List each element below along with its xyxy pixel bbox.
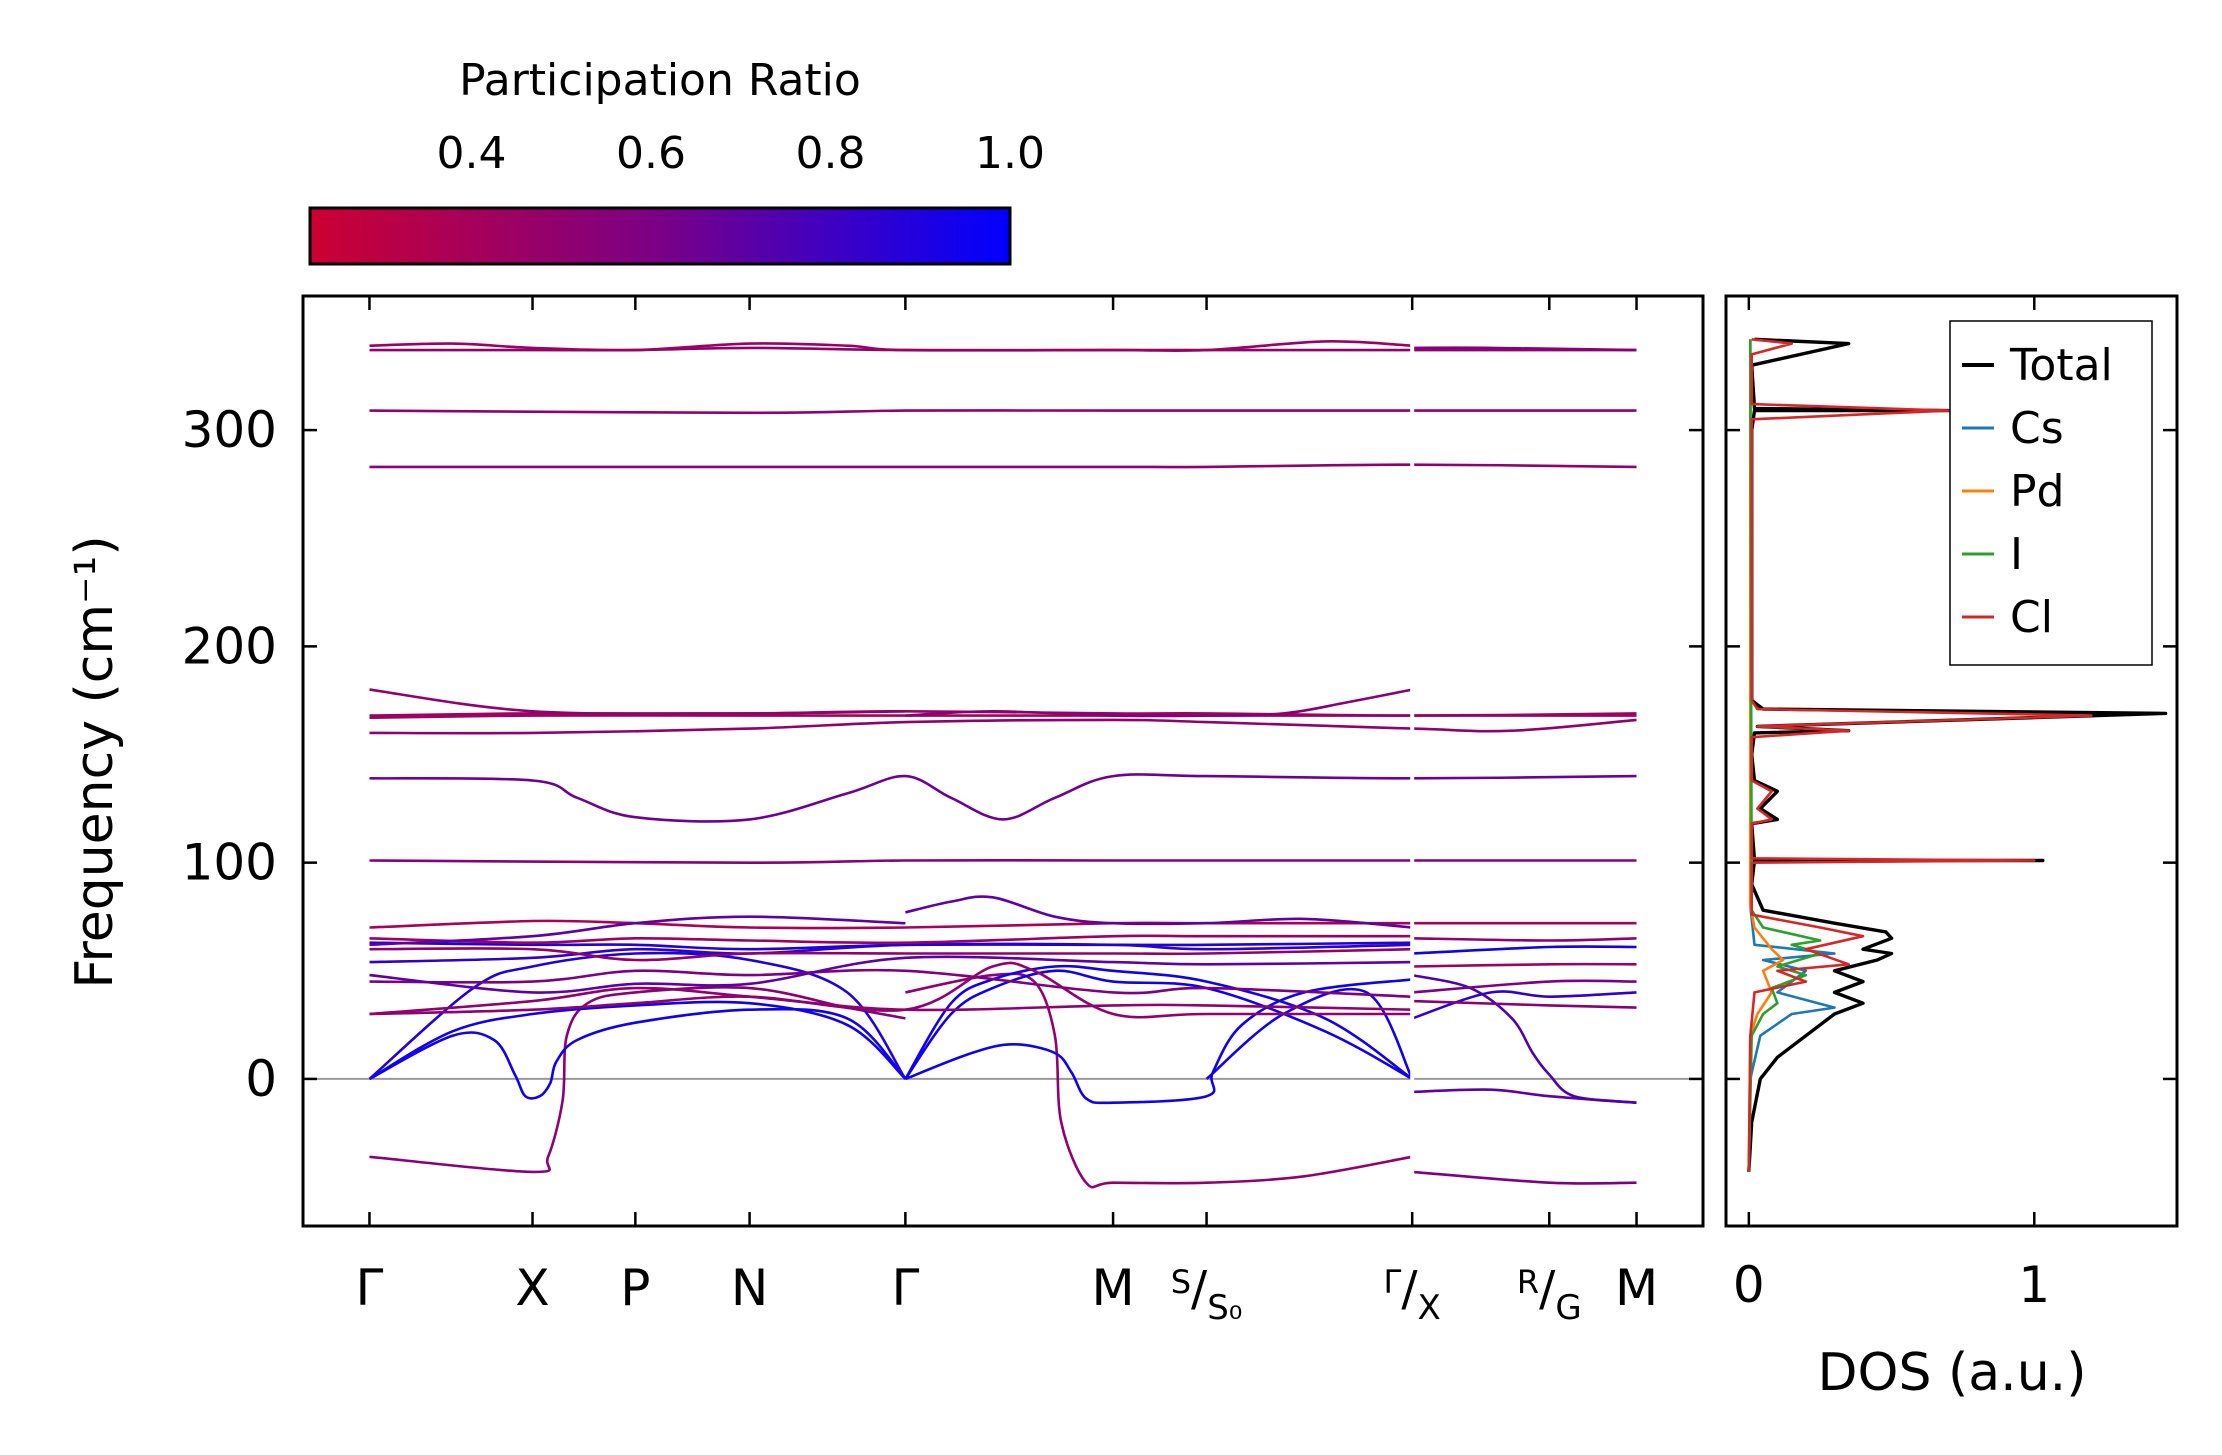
band-band-340 [369,340,1413,353]
band-band-283 [369,463,1637,469]
band-band-140 [369,773,1637,823]
band-band-low-45 [369,968,1413,998]
y-tick-label: 100 [182,834,277,892]
band-band-309 [369,409,1637,415]
colorbar [308,206,1012,266]
band-band-low-63 [369,941,1413,951]
band-band-161 [369,718,1637,735]
kpoint-label: X [515,1259,549,1317]
kpoint-label: M [1092,1259,1135,1317]
band-band-neg-b [905,972,1413,1189]
band-band-rg-3 [1411,990,1637,1020]
band-band-low-75 [369,915,906,947]
band-acoustic-gm-2 [904,969,1413,1081]
legend-label: Cs [2010,403,2064,454]
kpoint-label: P [620,1259,650,1317]
dos-x-tick-label: 1 [2018,1256,2050,1314]
dos-plot-frame [1724,294,2179,1228]
y-axis-label-text: Frequency (cm⁻¹) [65,535,125,988]
y-axis-label: Frequency (cm⁻¹) [65,535,125,988]
band-band-341b [1412,346,1637,352]
y-tick-label: 300 [182,401,277,459]
band-lines [303,296,1703,1226]
dos-legend: Total Cs Pd I Cl [1949,320,2153,666]
y-tick-label: 200 [182,617,277,675]
kpoint-label: N [731,1259,768,1317]
band-acoustic-3 [368,951,907,1080]
kpoint-label: S/S₀ [1171,1261,1243,1328]
dos-x-tick-label: 0 [1733,1256,1765,1314]
kpoint-label: Γ/X [1384,1261,1441,1328]
band-acoustic-sx-1 [1205,987,1414,1080]
band-acoustic-2 [368,1000,907,1081]
band-band-low-65 [369,934,1413,945]
dos-lines [1747,337,2168,1172]
band-band-low-60 [369,947,1413,962]
legend-label: Total [2009,340,2113,391]
band-band-rg-5 [1412,979,1637,994]
colorbar-label: Participation Ratio [459,55,861,106]
band-band-neg-c [1412,1170,1637,1185]
kpoint-label: Γ [891,1259,919,1317]
band-band-180 [369,688,906,716]
band-band-low-25 [369,961,1413,1019]
band-band-rg-7 [1412,945,1637,955]
band-band-101 [369,859,1637,865]
dos-I [1747,339,1822,1172]
band-acoustic-1 [368,1007,907,1100]
band-acoustic-gm-1 [904,978,1413,1105]
band-axes: 0 100 200 300 Γ X P N Γ M S/S₀ Γ/X R/G M [182,296,1703,1328]
dos-x-label: DOS (a.u.) [1818,1343,2087,1403]
legend-label: Cl [2010,592,2053,643]
path-break [1410,296,1415,1226]
band-band-low-80 [905,895,1413,929]
dos-Cl [1747,338,2093,1172]
legend-label: I [2010,529,2023,580]
band-band-low-30 [369,986,1413,1016]
colorbar-tick-label: 0.6 [616,128,686,179]
band-plot-frame [301,294,1705,1228]
kpoint-label: Γ [356,1259,384,1317]
band-acoustic-gm-3 [904,964,1413,1080]
band-band-rg-6 [1412,962,1637,968]
y-tick-label: 0 [245,1050,277,1108]
band-band-rg-4 [1412,999,1637,1009]
band-band-low-50 [369,955,1413,994]
kpoint-label: M [1615,1259,1658,1317]
colorbar-tick-label: 0.4 [437,128,507,179]
band-band-rg-8 [1412,937,1637,942]
legend-box [1949,320,2153,666]
legend-label: Pd [2010,466,2064,517]
band-band-180b [905,688,1413,718]
dos-Pd [1747,339,1785,1172]
band-band-neg-a [369,986,906,1174]
colorbar-tick-label: 0.8 [796,128,866,179]
colorbar-ticks: 0.4 0.6 0.8 1.0 [437,128,1045,262]
colorbar-tick-label: 1.0 [975,128,1045,179]
kpoint-label: R/G [1517,1261,1582,1328]
